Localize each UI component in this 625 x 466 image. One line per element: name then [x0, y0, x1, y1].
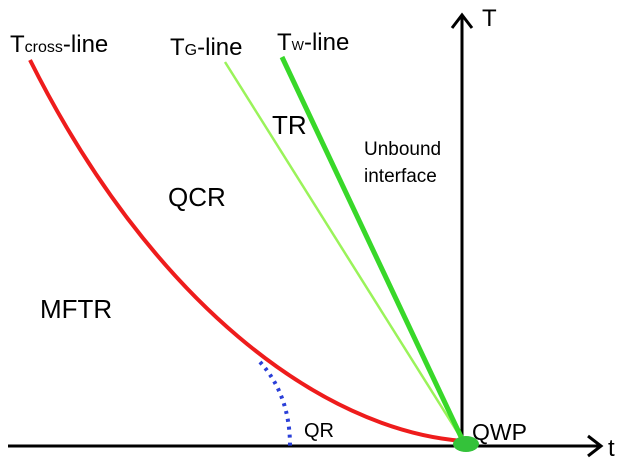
horizontal-axis-label: t — [608, 435, 615, 462]
tcross-curve — [28, 59, 464, 443]
tw-suffix: -line — [304, 29, 349, 56]
qcr-region-label: QCR — [168, 182, 226, 212]
vertical-axis-label: T — [482, 5, 497, 32]
tr-region-label: TR — [272, 110, 307, 140]
tg-line — [223, 61, 465, 442]
mftr-region-label: MFTR — [40, 294, 112, 324]
vertical-axis-arrowhead — [450, 12, 474, 29]
tw-main: T — [277, 29, 292, 56]
tcross-main: T — [10, 31, 25, 58]
unbound-interface-label-line2: interface — [364, 166, 437, 187]
tg-line-label: TG-line — [170, 34, 242, 61]
unbound-interface-label-line1: Unbound — [364, 139, 441, 160]
tw-sub: W — [292, 38, 305, 53]
qwp-label: QWP — [472, 419, 527, 445]
tg-suffix: -line — [197, 34, 242, 61]
tcross-line-label: Tcross-line — [10, 31, 108, 58]
tg-main: T — [170, 34, 185, 61]
qr-region-label: QR — [304, 420, 334, 442]
tcross-sub: cross — [25, 39, 63, 56]
tw-line — [279, 55, 466, 443]
qwp-point — [453, 436, 479, 452]
qr-boundary — [258, 360, 292, 447]
tcross-suffix: -line — [63, 31, 108, 58]
tg-sub: G — [185, 42, 197, 59]
horizontal-axis-arrowhead — [587, 434, 604, 458]
tw-line-label: TW-line — [277, 29, 349, 56]
